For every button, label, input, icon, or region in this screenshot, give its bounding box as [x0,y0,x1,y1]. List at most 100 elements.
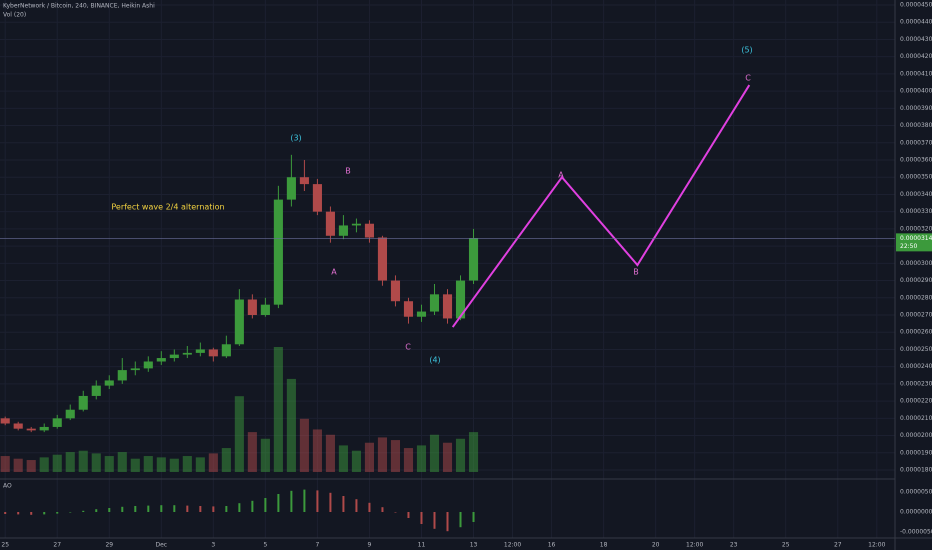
ao-tick-label: 0.00000000 [900,509,932,516]
ao-label: AO [3,483,12,490]
last-price-box [896,233,932,252]
volume-bar [208,453,218,472]
ao-bar [420,512,423,524]
candle-body [234,299,244,345]
volume-bar [143,456,153,472]
candle-body [247,299,257,315]
projection-line [451,84,751,328]
candle-body [377,237,388,281]
x-tick-label: 11 [418,542,426,549]
candle-body [91,385,101,396]
candle-body [455,280,466,319]
ao-bar [459,512,462,528]
volume-bar [104,456,114,472]
ao-bar [238,503,241,512]
candle-body [390,280,401,302]
candle-body [299,177,309,185]
ao-bar [381,507,384,512]
x-tick-label: 20 [652,542,660,549]
chart-title: KyberNetwork / Bitcoin, 240, BINANCE, He… [3,3,155,10]
volume-bar [442,442,453,472]
annotation: C [405,343,411,352]
x-tick-label: 9 [368,542,372,549]
volume-bar [403,448,414,472]
volume-bar [429,434,440,472]
ao-bar [407,512,410,518]
x-tick-label: 27 [53,542,61,549]
volume-bar [65,452,75,472]
ao-bar [225,506,228,512]
volume-bar [26,460,36,472]
volume-bar [0,456,10,472]
volume-bar [468,432,479,472]
volume-label: Vol (20) [3,12,26,19]
volume-bar [182,456,192,472]
ao-bar [355,499,358,512]
candle-body [208,349,218,357]
volume-bar [377,437,388,472]
candle-body [338,225,348,236]
candle-layer [0,154,479,433]
candle-body [195,349,205,353]
ao-bar [147,505,150,512]
annotation: B [345,167,351,176]
candle-body [286,177,296,200]
last-price-label: 0.00003145 [900,235,932,242]
volume-bar [234,396,244,472]
ao-bar [4,512,7,514]
candle-body [221,344,231,357]
x-tick-label: 3 [211,542,215,549]
candle-body [78,395,88,410]
ao-bar [30,512,33,515]
volume-bar [247,432,257,472]
ao-bar [212,506,215,512]
volume-bar [52,454,62,472]
candle-body [156,358,166,362]
ao-bar [394,512,397,513]
candle-body [468,238,479,281]
x-tick-label: 29 [105,542,113,549]
volume-bar [13,458,23,472]
candle-body [403,301,414,317]
candle-body [0,418,10,424]
x-tick-label: 12:00 [504,542,521,549]
ao-bar [43,512,46,515]
x-tick-label: Dec [155,542,167,549]
ao-bar [329,492,332,512]
volume-bar [260,438,270,472]
volume-bar [169,458,179,472]
ao-bar [199,506,202,512]
x-tick-label: 18 [600,542,608,549]
ao-bar [368,502,371,512]
volume-layer [0,347,479,472]
volume-bar [195,457,205,472]
candle-body [182,352,192,355]
countdown-label: 22:50 [900,243,917,250]
annotation: B [633,268,639,277]
ao-bar [264,498,267,512]
ao-bar [160,505,163,512]
candle-body [312,184,322,212]
ao-bar [173,505,176,512]
annotation: (5) [741,46,752,55]
volume-bar [312,429,322,472]
candle-body [260,304,270,315]
candle-body [13,423,23,429]
